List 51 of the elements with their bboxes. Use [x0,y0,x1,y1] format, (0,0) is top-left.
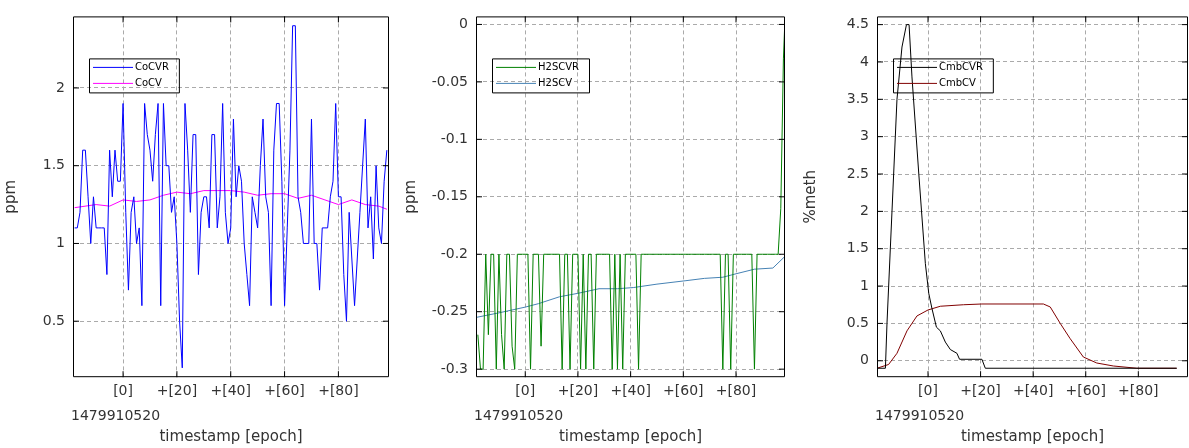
y-axis-title: ppm [0,179,19,214]
y-axis-title: ppm [400,179,419,214]
x-tick-label: +[40] [1012,382,1054,399]
y-tick-label: -0.25 [431,302,468,319]
legend-label: H2SCVR [538,60,580,72]
y-tick-label: 3 [860,127,869,144]
x-tick-label: [0] [113,382,133,399]
y-axis-title: %meth [800,170,819,224]
legend-label: CoCV [135,76,163,88]
x-axis-title: timestamp [epoch] [558,426,703,445]
text: 1479910520 [875,406,965,423]
y-tick-label: 4.5 [846,15,869,32]
x-tick-label: [0] [918,382,938,399]
y-tick-label: -0.15 [431,187,468,204]
y-tick-label: 2 [860,202,869,219]
x-axis-title: timestamp [epoch] [960,426,1105,445]
legend-label: H2SCV [538,76,573,88]
x-tick-label: +[40] [210,382,251,399]
y-tick-label: -0.3 [440,359,468,376]
text: 1479910520 [71,406,161,423]
x-tick-label: +[80] [318,382,359,399]
y-tick-label: 1 [860,276,869,293]
y-tick-label: 0 [459,15,468,32]
x-tick-label: +[60] [1065,382,1106,399]
x-tick-label: +[60] [264,382,305,399]
x-tick-label: [0] [515,382,536,399]
legend-label: CoCVR [135,60,169,72]
y-tick-label: 0 [860,351,869,368]
y-tick-label: 0.5 [42,311,65,328]
y-tick-label: 1.5 [42,156,65,173]
y-tick-label: -0.1 [440,129,468,146]
y-tick-label: 4 [860,52,870,69]
y-tick-label: 1.5 [846,239,869,256]
y-tick-label: -0.05 [431,72,468,89]
legend-label: CmbCV [939,76,977,88]
y-tick-label: -0.2 [440,244,468,261]
x-tick-label: +[80] [715,382,757,399]
x-tick-label: +[40] [610,382,651,399]
x-tick-label: +[20] [156,382,198,399]
y-tick-label: 0.5 [846,314,869,331]
legend-label: CmbCVR [939,60,983,72]
y-tick-label: 1 [56,234,65,251]
x-axis-title: timestamp [epoch] [159,426,303,445]
text: 1479910520 [474,406,564,423]
y-tick-label: 2 [56,78,65,95]
x-tick-label: +[20] [557,382,599,399]
x-tick-label: +[20] [960,382,1001,399]
y-tick-label: 3.5 [846,89,869,106]
x-tick-label: +[60] [663,382,704,399]
x-tick-label: +[80] [1118,382,1159,399]
y-tick-label: 2.5 [846,164,869,181]
